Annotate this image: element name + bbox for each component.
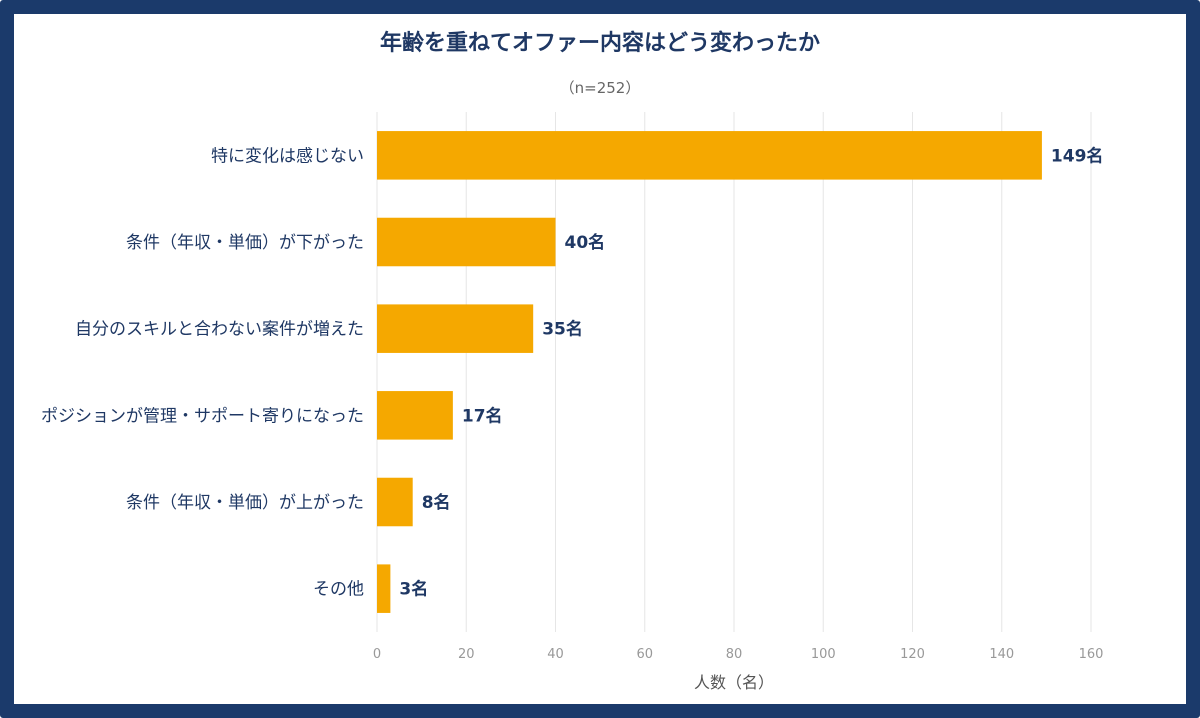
bar [377, 304, 534, 353]
category-label: 特に変化は感じない [211, 146, 364, 166]
x-tick-label: 120 [900, 647, 925, 662]
x-tick-label: 160 [1079, 647, 1104, 662]
category-label: 自分のスキルと合わない案件が増えた [75, 320, 364, 340]
x-axis-title: 人数（名） [694, 673, 774, 692]
data-label: 40名 [565, 232, 606, 253]
data-labels: 149名 40名 35名 17名 8名 3名 [399, 145, 1103, 599]
bar [377, 477, 413, 527]
data-label: 149名 [1051, 145, 1104, 166]
bar [377, 391, 453, 440]
x-tick-label: 80 [726, 647, 743, 662]
x-tick-label: 100 [811, 647, 836, 662]
category-label: ポジションが管理・サポート寄りになった [41, 406, 364, 426]
chart-subtitle: （n=252） [560, 79, 641, 97]
bar [377, 217, 556, 267]
gridlines [376, 112, 1092, 632]
category-label: 条件（年収・単価）が上がった [126, 493, 364, 513]
bar [377, 564, 391, 613]
x-tick-label: 140 [989, 647, 1014, 662]
bars [377, 131, 1042, 613]
chart-title: 年齢を重ねてオファー内容はどう変わったか [380, 30, 820, 56]
x-tick-label: 20 [458, 647, 475, 662]
x-tick-label: 40 [547, 647, 564, 662]
data-label: 3名 [399, 579, 428, 600]
category-label: その他 [313, 580, 364, 600]
x-tick-label: 0 [373, 647, 381, 662]
data-label: 35名 [542, 319, 583, 340]
category-labels: 特に変化は感じない条件（年収・単価）が下がった自分のスキルと合わない案件が増えた… [41, 146, 364, 599]
x-tick-label: 60 [636, 647, 653, 662]
x-axis-ticks: 0 20 40 60 80 100 120 140 160 [373, 647, 1104, 662]
bar [377, 131, 1042, 180]
category-label: 条件（年収・単価）が下がった [126, 233, 364, 253]
data-label: 17名 [462, 405, 503, 426]
data-label: 8名 [422, 492, 451, 513]
